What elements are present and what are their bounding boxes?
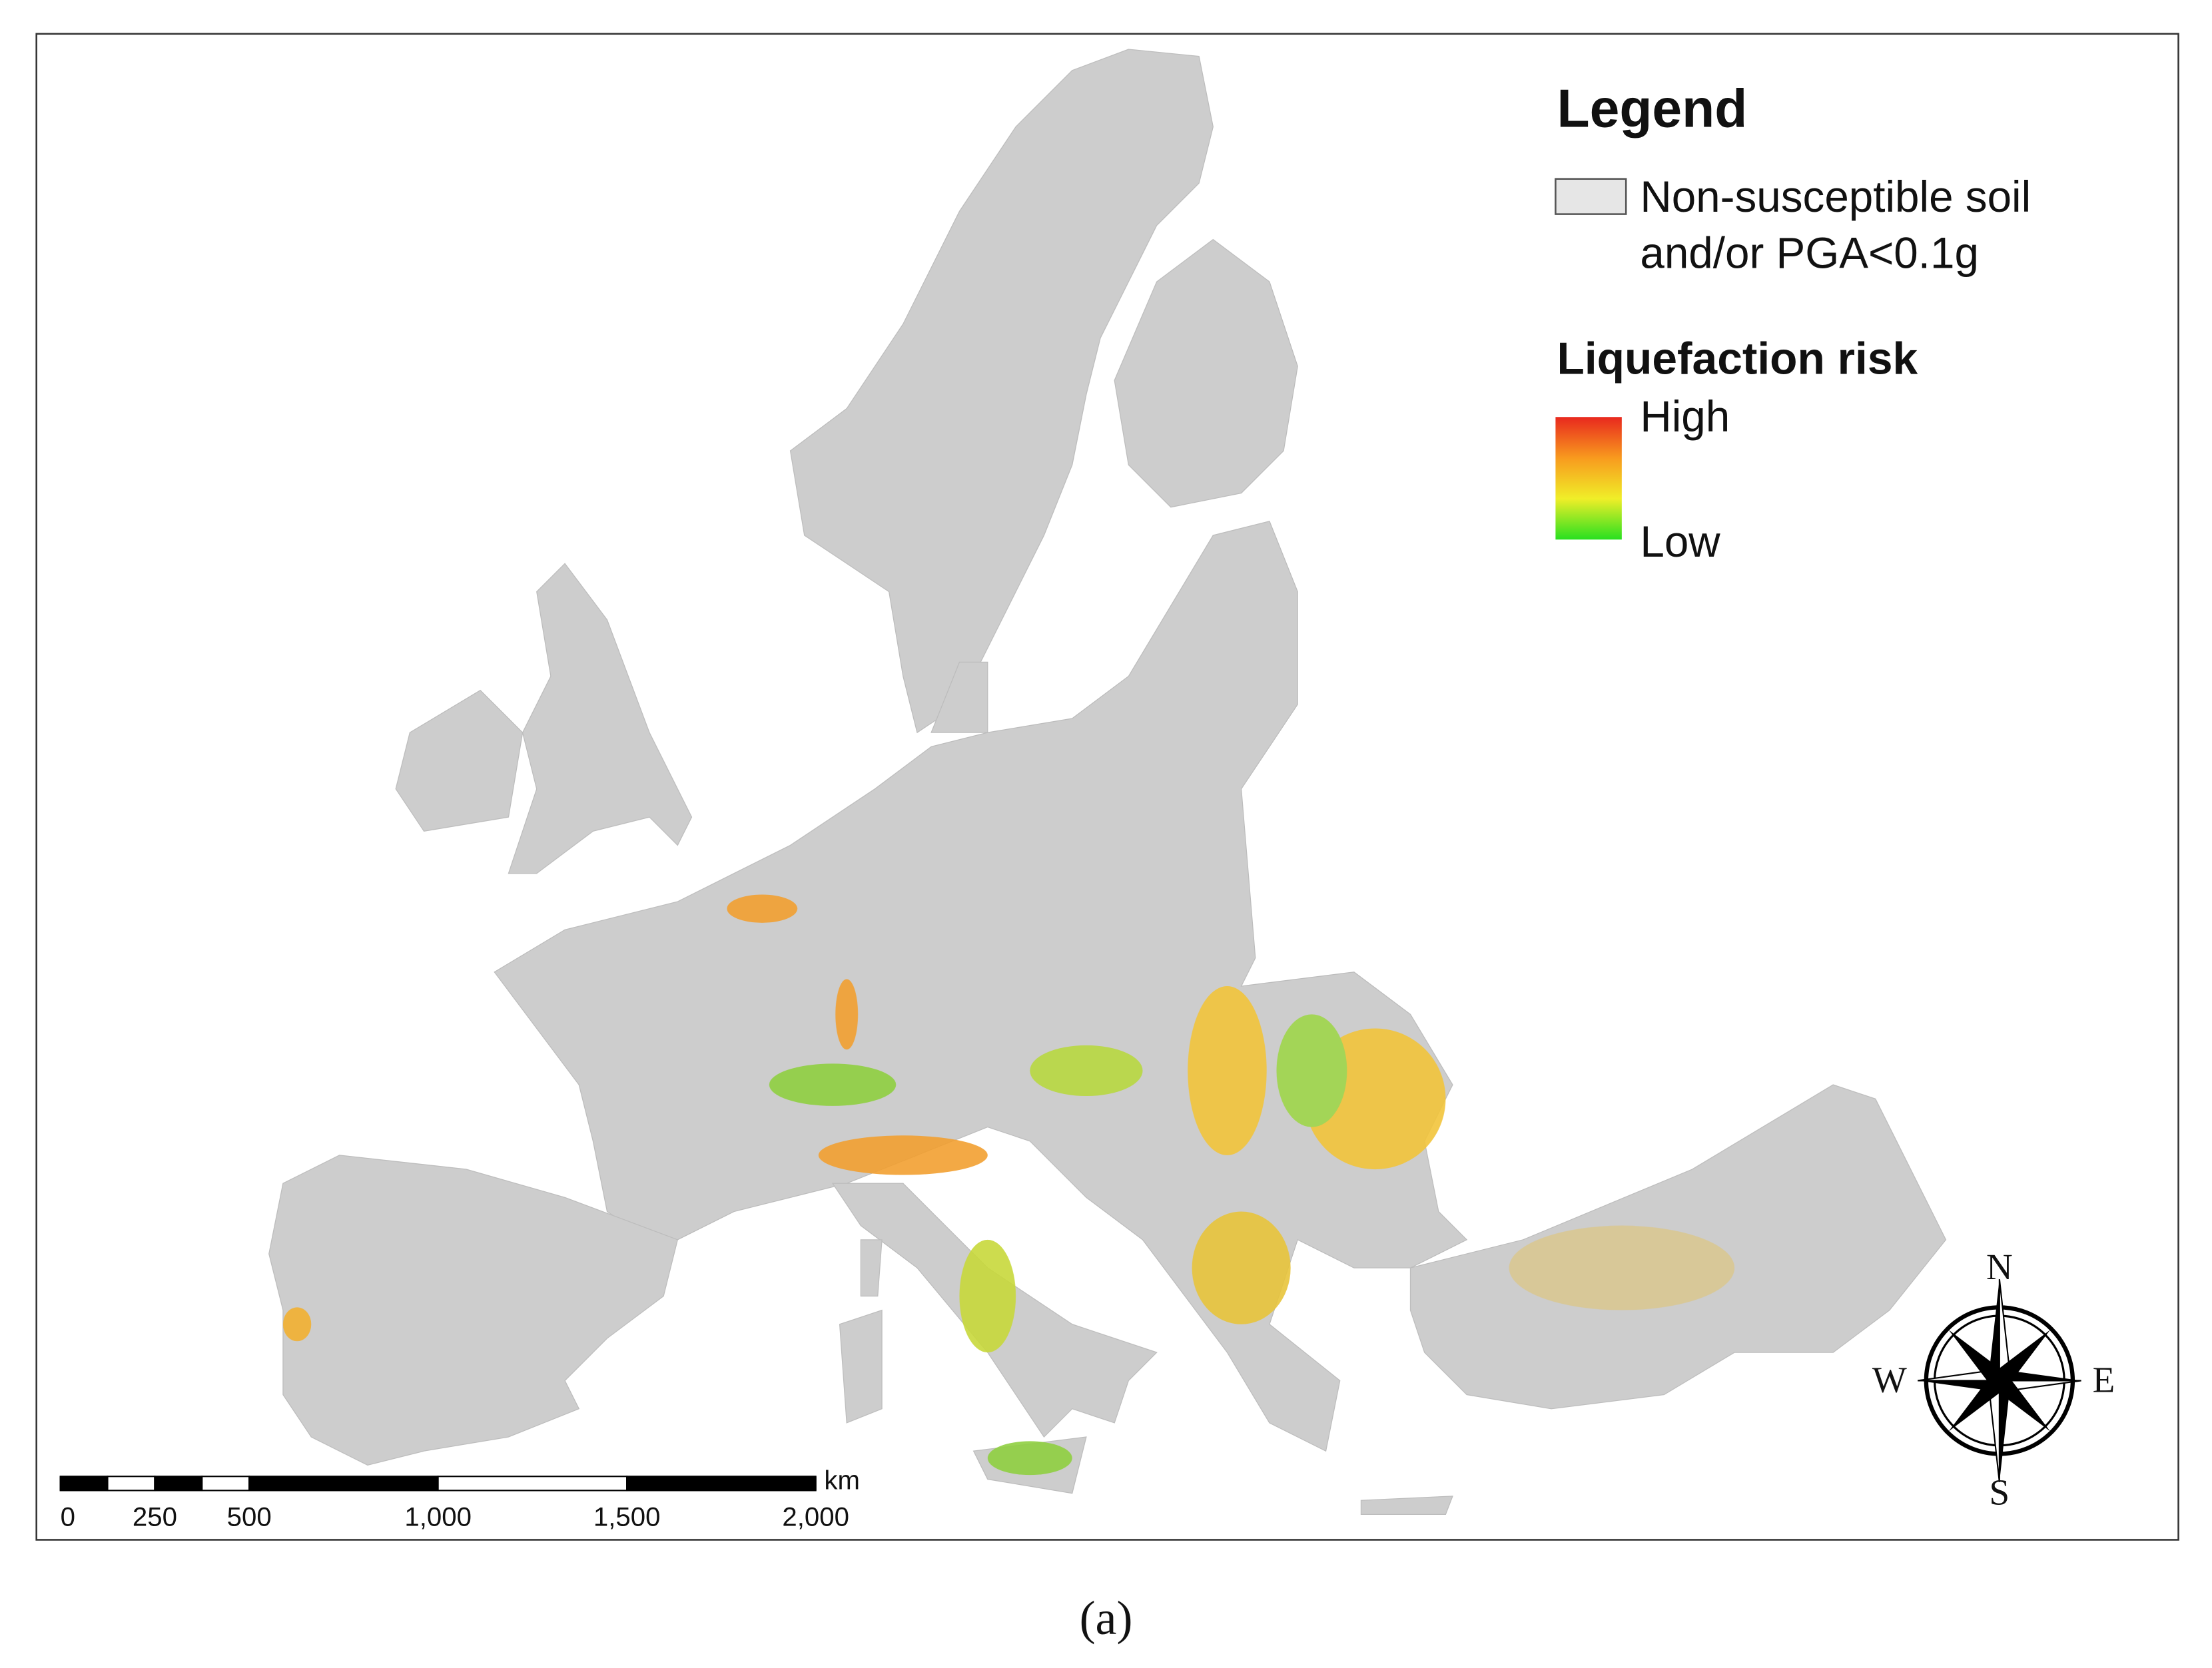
scale-unit: km [824, 1465, 860, 1495]
risk-areas [282, 894, 1735, 1476]
legend-label: and/or PGA<0.1g [1640, 228, 1979, 277]
scale-segment [626, 1476, 817, 1492]
compass-e: E [2093, 1359, 2115, 1400]
risk-gradient [1555, 417, 1622, 540]
legend-label: Non-susceptible soil [1640, 172, 2031, 221]
legend-low: Low [1640, 517, 1720, 566]
legend-title: Legend [1557, 79, 1748, 139]
legend-high: High [1640, 392, 1730, 441]
compass-s: S [1990, 1472, 2010, 1513]
legend-subtitle: Liquefaction risk [1557, 334, 1918, 384]
scale-segment [154, 1476, 203, 1492]
compass-rose [1918, 1278, 2081, 1482]
scale-label: 1,000 [404, 1502, 472, 1531]
compass-w: W [1872, 1359, 1907, 1400]
scale-bar: 0 250 500 1,000 1,500 2,000 km [59, 1465, 860, 1531]
scale-label: 1,500 [593, 1502, 661, 1531]
scale-label: 0 [61, 1502, 75, 1531]
compass-n: N [1986, 1247, 2013, 1287]
caption: (a) [1080, 1591, 1133, 1645]
scale-segment [437, 1476, 628, 1492]
scale-segment [248, 1476, 439, 1492]
scale-label: 2,000 [782, 1502, 849, 1531]
scale-label: 500 [227, 1502, 272, 1531]
scale-segment [107, 1476, 156, 1492]
scale-segment [59, 1476, 109, 1492]
scale-label: 250 [133, 1502, 177, 1531]
scale-segment [201, 1476, 250, 1492]
legend-swatch [1555, 178, 1627, 215]
